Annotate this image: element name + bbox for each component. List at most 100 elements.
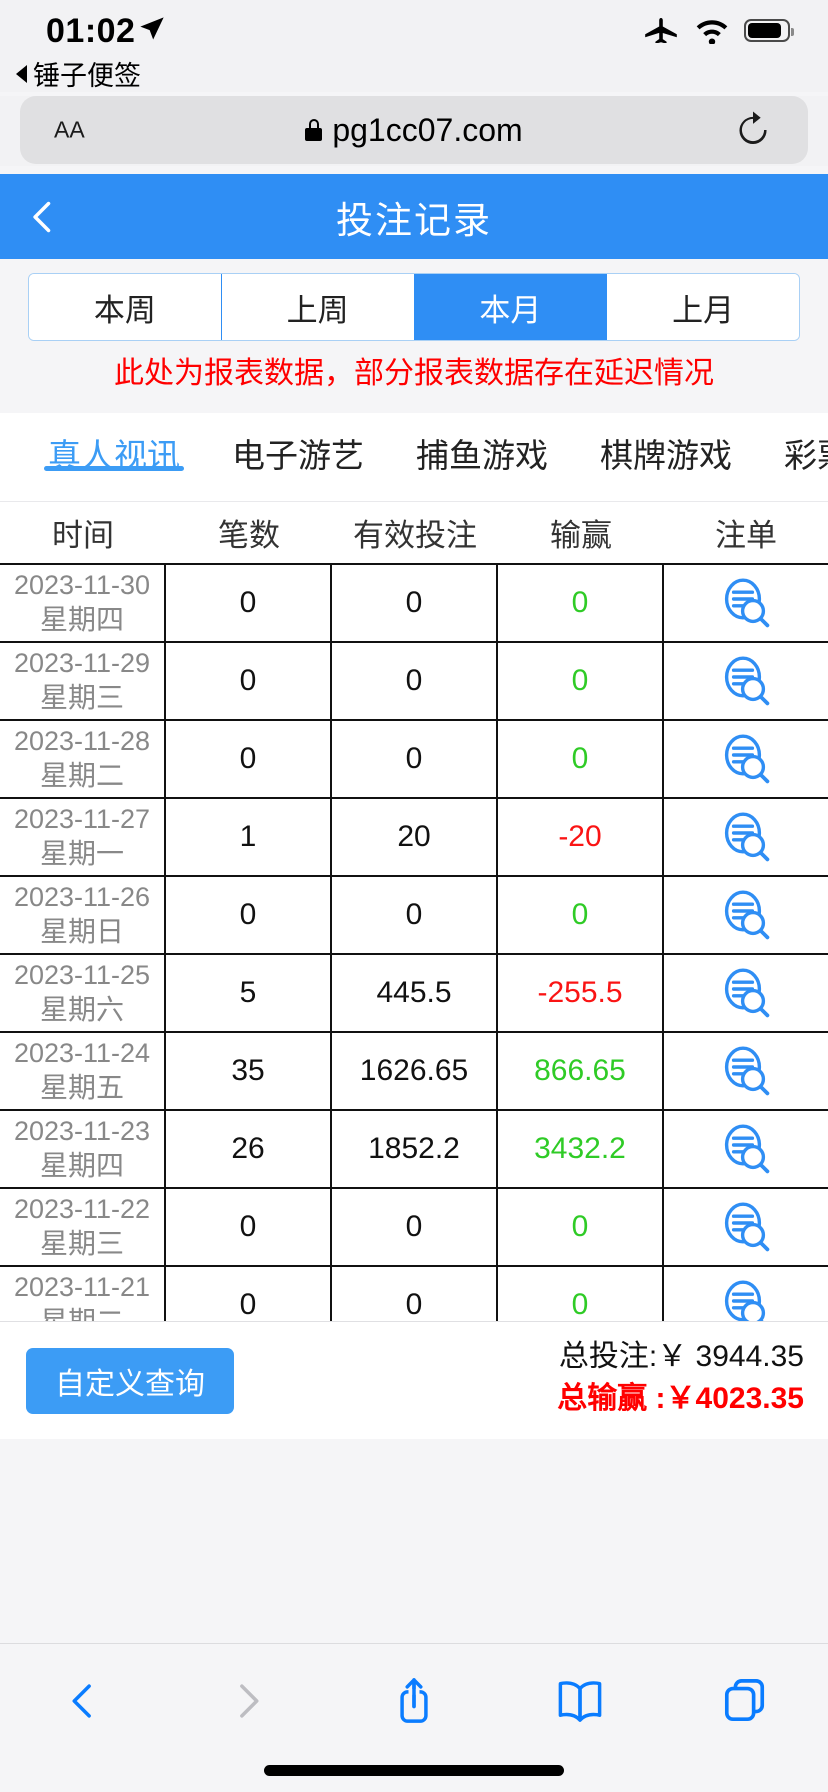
cell-valid-bet: 0 bbox=[332, 1189, 498, 1265]
bet-records-table: 时间 笔数 有效投注 输赢 注单 2023-11-30 星期四 0 0 0 20… bbox=[0, 501, 828, 1321]
document-search-icon bbox=[724, 968, 770, 1018]
document-search-icon bbox=[724, 1202, 770, 1252]
row-weekday: 星期三 bbox=[39, 682, 124, 714]
tab-fishing[interactable]: 捕鱼游戏 bbox=[416, 437, 548, 474]
url-text: pg1cc07.com bbox=[332, 111, 523, 148]
range-tab-this-week[interactable]: 本周 bbox=[29, 274, 222, 340]
cell-valid-bet: 20 bbox=[332, 799, 498, 875]
total-bet-amount: 总投注:￥ 3944.35 bbox=[558, 1340, 804, 1373]
cell-bet-slip[interactable] bbox=[664, 721, 828, 797]
row-date: 2023-11-25 bbox=[13, 959, 151, 990]
back-chevron-icon[interactable] bbox=[24, 198, 62, 236]
cell-count: 0 bbox=[166, 643, 332, 719]
browser-forward-button[interactable] bbox=[203, 1666, 293, 1736]
table-row: 2023-11-26 星期日 0 0 0 bbox=[0, 877, 828, 955]
wifi-icon bbox=[696, 20, 728, 44]
row-date: 2023-11-21 bbox=[13, 1271, 151, 1302]
cell-count: 0 bbox=[166, 721, 332, 797]
table-row: 2023-11-25 星期六 5 445.5 -255.5 bbox=[0, 955, 828, 1033]
cell-count: 5 bbox=[166, 955, 332, 1031]
table-header-row: 时间 笔数 有效投注 输赢 注单 bbox=[0, 501, 828, 563]
cell-count: 0 bbox=[166, 565, 332, 641]
cell-count: 0 bbox=[166, 1189, 332, 1265]
cell-valid-bet: 0 bbox=[332, 643, 498, 719]
cell-bet-slip[interactable] bbox=[664, 1189, 828, 1265]
row-date: 2023-11-26 bbox=[13, 881, 151, 912]
column-header-bet-slip: 注单 bbox=[715, 518, 777, 553]
cell-valid-bet: 1626.65 bbox=[332, 1033, 498, 1109]
cell-bet-slip[interactable] bbox=[664, 955, 828, 1031]
document-search-icon bbox=[724, 656, 770, 706]
range-tab-last-week[interactable]: 上周 bbox=[221, 274, 415, 340]
cell-win-loss: -20 bbox=[498, 799, 664, 875]
row-weekday: 星期五 bbox=[39, 1072, 124, 1104]
cell-date: 2023-11-24 星期五 bbox=[0, 1033, 166, 1109]
row-weekday: 星期一 bbox=[39, 838, 124, 870]
status-time: 01:02 bbox=[46, 12, 136, 50]
row-date: 2023-11-29 bbox=[13, 647, 151, 678]
cell-count: 26 bbox=[166, 1111, 332, 1187]
cell-valid-bet: 1852.2 bbox=[332, 1111, 498, 1187]
row-weekday: 星期二 bbox=[39, 760, 124, 792]
range-tab-this-month[interactable]: 本月 bbox=[414, 274, 608, 340]
cell-win-loss: 0 bbox=[498, 877, 664, 953]
safari-bottom-toolbar bbox=[0, 1643, 828, 1792]
cell-date: 2023-11-22 星期三 bbox=[0, 1189, 166, 1265]
game-category-tabs[interactable]: 真人视讯 电子游艺 捕鱼游戏 棋牌游戏 彩票游戏 bbox=[0, 413, 828, 501]
cell-bet-slip[interactable] bbox=[664, 1111, 828, 1187]
back-to-app-label: 锤子便签 bbox=[33, 61, 141, 91]
custom-query-button[interactable]: 自定义查询 bbox=[26, 1348, 234, 1414]
range-tab-last-month[interactable]: 上月 bbox=[607, 274, 799, 340]
table-row: 2023-11-22 星期三 0 0 0 bbox=[0, 1189, 828, 1267]
cell-bet-slip[interactable] bbox=[664, 565, 828, 641]
cell-valid-bet: 0 bbox=[332, 877, 498, 953]
cell-valid-bet: 0 bbox=[332, 565, 498, 641]
cell-date: 2023-11-23 星期四 bbox=[0, 1111, 166, 1187]
column-header-valid-bet: 有效投注 bbox=[353, 518, 477, 553]
triangle-left-icon bbox=[16, 64, 27, 83]
page-title: 投注记录 bbox=[336, 199, 492, 241]
document-search-icon bbox=[724, 578, 770, 628]
cell-count: 35 bbox=[166, 1033, 332, 1109]
tab-slots[interactable]: 电子游艺 bbox=[232, 437, 364, 474]
cell-win-loss: -255.5 bbox=[498, 955, 664, 1031]
tab-live-casino[interactable]: 真人视讯 bbox=[22, 413, 206, 477]
cell-date: 2023-11-30 星期四 bbox=[0, 565, 166, 641]
tab-lottery[interactable]: 彩票游戏 bbox=[784, 437, 828, 474]
browser-back-button[interactable] bbox=[38, 1666, 128, 1736]
back-to-app-link[interactable]: 锤子便签 bbox=[16, 54, 141, 93]
cell-bet-slip[interactable] bbox=[664, 877, 828, 953]
safari-url-bar-area: AA pg1cc07.com bbox=[0, 96, 828, 166]
cell-bet-slip[interactable] bbox=[664, 799, 828, 875]
cell-date: 2023-11-25 星期六 bbox=[0, 955, 166, 1031]
tabs-button[interactable] bbox=[700, 1666, 790, 1736]
table-body: 2023-11-30 星期四 0 0 0 2023-11-29 星期三 0 0 … bbox=[0, 563, 828, 1321]
table-row: 2023-11-30 星期四 0 0 0 bbox=[0, 565, 828, 643]
share-icon bbox=[400, 1678, 428, 1723]
cell-date: 2023-11-21 星期二 bbox=[0, 1267, 166, 1321]
bookmarks-button[interactable] bbox=[535, 1666, 625, 1736]
document-search-icon bbox=[724, 734, 770, 784]
document-search-icon bbox=[724, 812, 770, 862]
table-row: 2023-11-29 星期三 0 0 0 bbox=[0, 643, 828, 721]
column-header-time: 时间 bbox=[52, 518, 114, 553]
date-range-segmented-control[interactable]: 本周 上周 本月 上月 bbox=[28, 273, 800, 341]
share-button[interactable] bbox=[369, 1666, 459, 1736]
row-weekday: 星期日 bbox=[39, 916, 124, 948]
cell-win-loss: 0 bbox=[498, 643, 664, 719]
row-date: 2023-11-28 bbox=[13, 725, 151, 756]
airplane-mode-icon bbox=[645, 18, 677, 43]
row-date: 2023-11-22 bbox=[13, 1193, 151, 1224]
cell-bet-slip[interactable] bbox=[664, 1033, 828, 1109]
table-row: 2023-11-23 星期四 26 1852.2 3432.2 bbox=[0, 1111, 828, 1189]
column-header-win-loss: 输赢 bbox=[550, 518, 612, 553]
text-size-button[interactable]: AA bbox=[54, 117, 85, 144]
cell-bet-slip[interactable] bbox=[664, 643, 828, 719]
tab-chess-cards[interactable]: 棋牌游戏 bbox=[600, 437, 732, 474]
lock-icon bbox=[305, 119, 323, 141]
cell-bet-slip[interactable] bbox=[664, 1267, 828, 1321]
url-bar[interactable]: AA pg1cc07.com bbox=[20, 96, 808, 164]
reload-icon[interactable] bbox=[734, 110, 772, 150]
row-date: 2023-11-23 bbox=[13, 1115, 151, 1146]
cell-win-loss: 3432.2 bbox=[498, 1111, 664, 1187]
